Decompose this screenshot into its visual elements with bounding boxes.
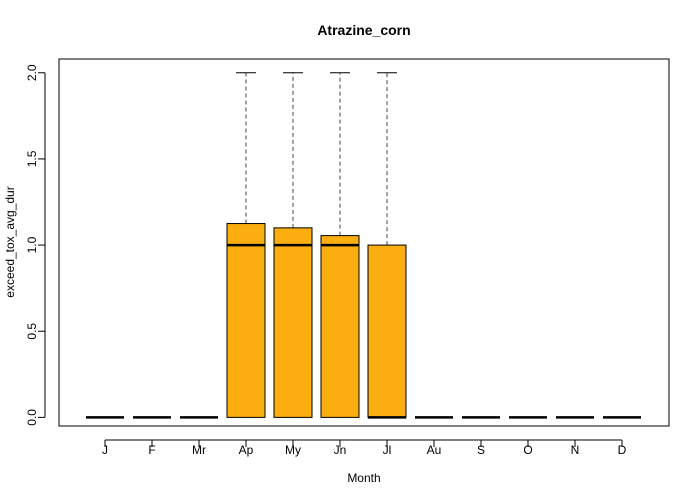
y-axis-label: exceed_tox_avg_dur — [3, 186, 17, 297]
y-tick-label: 1.5 — [25, 150, 39, 167]
x-axis-label: Month — [347, 471, 380, 485]
x-tick-label: J — [102, 443, 108, 457]
x-tick-label: F — [148, 443, 155, 457]
box-body — [320, 235, 360, 418]
x-tick-label: D — [618, 443, 627, 457]
box-body — [367, 244, 407, 418]
box-body — [273, 227, 313, 418]
x-tick-label: Ap — [239, 443, 254, 457]
x-axis: J F Mr Ap My Jn Jl Au S O N D — [102, 439, 627, 457]
x-tick-label: O — [523, 443, 532, 457]
x-tick-label: Jn — [334, 443, 347, 457]
y-axis: 0.0 0.5 1.0 1.5 2.0 — [25, 64, 46, 426]
x-tick-label: Jl — [383, 443, 392, 457]
x-tick-label: N — [571, 443, 580, 457]
boxes-group — [86, 72, 641, 419]
box-body — [226, 223, 266, 418]
box-Jn — [320, 72, 360, 418]
x-tick-label: Au — [427, 443, 442, 457]
box-Ap — [226, 72, 266, 418]
y-tick-label: 1.0 — [25, 236, 39, 253]
x-tick-label: Mr — [192, 443, 206, 457]
plot-frame — [58, 58, 670, 427]
y-tick-label: 0.5 — [25, 323, 39, 340]
box-Jl — [367, 72, 407, 419]
x-tick-label: My — [285, 443, 301, 457]
y-tick-label: 0.0 — [25, 409, 39, 426]
x-tick-label: S — [477, 443, 485, 457]
chart-title: Atrazine_corn — [317, 22, 410, 38]
y-tick-label: 2.0 — [25, 64, 39, 81]
box-My — [273, 72, 313, 418]
